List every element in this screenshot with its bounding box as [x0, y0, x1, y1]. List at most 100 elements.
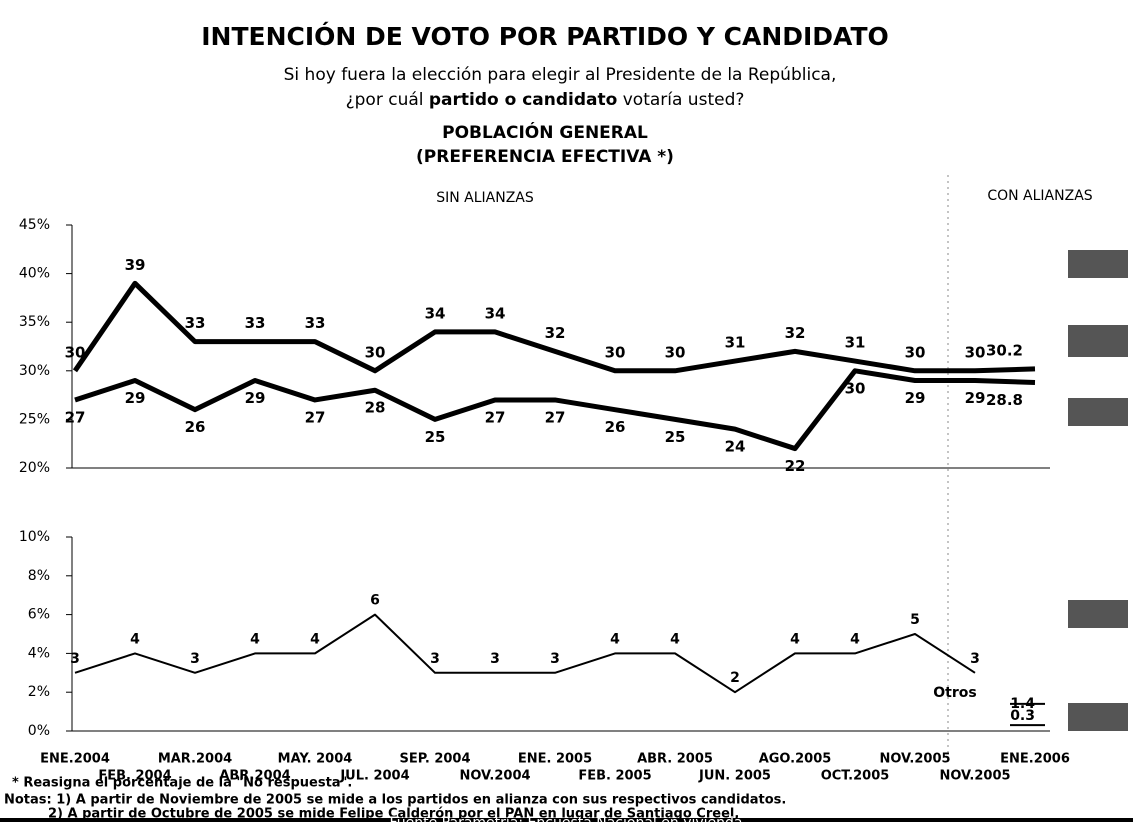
- question-part: partido o candidato: [429, 90, 617, 110]
- data-label: 25: [425, 428, 446, 446]
- x-tick-label: ENE.2004: [40, 752, 110, 767]
- data-label: 0.3: [1010, 708, 1035, 724]
- x-tick-label: NOV.2005: [879, 752, 950, 767]
- data-label: 5: [910, 612, 920, 628]
- x-tick-label: JUN. 2005: [698, 769, 771, 784]
- logo: [1068, 703, 1128, 731]
- data-label: 30: [365, 343, 386, 361]
- y-tick-label: 25%: [19, 411, 50, 427]
- logo: [1068, 250, 1128, 278]
- question-part: ¿por cuál: [346, 90, 429, 110]
- x-tick-label: MAR.2004: [158, 752, 232, 767]
- subtitle: (PREFERENCIA EFECTIVA *): [416, 147, 674, 167]
- chart-title: INTENCIÓN DE VOTO POR PARTIDO Y CANDIDAT…: [201, 21, 889, 51]
- y-tick-label: 0%: [28, 723, 50, 739]
- data-label: 26: [185, 418, 206, 436]
- x-tick-label: ABR.2004: [219, 769, 290, 784]
- data-label: 3: [190, 651, 200, 667]
- question: Si hoy fuera la elección para elegir al …: [284, 65, 837, 85]
- y-tick-label: 4%: [28, 645, 50, 661]
- logo: [1068, 325, 1128, 357]
- data-label: 22: [785, 457, 806, 475]
- data-label: 4: [850, 631, 860, 647]
- y-tick-label: 2%: [28, 684, 50, 700]
- data-label: 27: [485, 408, 506, 426]
- y-tick-label: 6%: [28, 607, 50, 623]
- source: Fuente Parametría: Encuesta Nacional en …: [389, 815, 742, 822]
- data-label: 26: [605, 418, 626, 436]
- data-label: 33: [185, 314, 206, 332]
- x-tick-label: FEB. 2005: [578, 769, 651, 784]
- data-label: 28: [365, 399, 386, 417]
- data-label: 30: [665, 343, 686, 361]
- y-tick-label: 30%: [19, 363, 50, 379]
- data-label: 27: [305, 408, 326, 426]
- question: ¿por cuál partido o candidato votaría us…: [346, 90, 745, 110]
- question-part: votaría usted?: [617, 90, 744, 110]
- data-label: 24: [725, 438, 746, 456]
- data-label: 32: [785, 324, 806, 342]
- data-label: 33: [305, 314, 326, 332]
- data-label: 31: [845, 334, 866, 352]
- note: * Reasigna el porcentaje de la "No respu…: [12, 776, 352, 791]
- data-label: 2: [730, 670, 740, 686]
- y-tick-label: 45%: [19, 217, 50, 233]
- data-label: 29: [965, 389, 986, 407]
- x-tick-label: MAY. 2004: [278, 752, 353, 767]
- data-label: 27: [545, 408, 566, 426]
- data-label: 4: [670, 631, 680, 647]
- data-label: 29: [245, 389, 266, 407]
- data-label: 3: [70, 651, 80, 667]
- note: Notas: 1) A partir de Noviembre de 2005 …: [4, 793, 786, 808]
- data-label: 31: [725, 334, 746, 352]
- data-label: 4: [250, 631, 260, 647]
- data-label: 30: [965, 343, 986, 361]
- x-tick-label: SEP. 2004: [399, 752, 470, 767]
- data-label: 4: [610, 631, 620, 647]
- section-label: SIN ALIANZAS: [436, 190, 534, 206]
- y-tick-label: 8%: [28, 568, 50, 584]
- data-label: 4: [790, 631, 800, 647]
- data-label: 25: [665, 428, 686, 446]
- data-label: 30: [65, 343, 86, 361]
- section-label: CON ALIANZAS: [987, 188, 1092, 204]
- x-tick-label: ABR. 2005: [637, 752, 713, 767]
- logo: [1068, 600, 1128, 628]
- data-label: 30: [905, 343, 926, 361]
- data-label: 33: [245, 314, 266, 332]
- x-tick-label: FEB. 2004: [98, 769, 171, 784]
- logo: [1068, 398, 1128, 426]
- data-label: 39: [125, 256, 146, 274]
- data-label: 3: [430, 651, 440, 667]
- subtitle: POBLACIÓN GENERAL: [442, 121, 648, 143]
- data-label: 27: [65, 408, 86, 426]
- y-tick-label: 40%: [19, 266, 50, 282]
- chart: INTENCIÓN DE VOTO POR PARTIDO Y CANDIDAT…: [0, 0, 1133, 822]
- data-label: 30: [605, 343, 626, 361]
- data-label: 34: [485, 304, 506, 322]
- y-tick-label: 10%: [19, 529, 50, 545]
- series-label: Otros: [933, 685, 976, 701]
- y-tick-label: 20%: [19, 460, 50, 476]
- data-label: 30.2: [986, 341, 1023, 359]
- x-tick-label: ENE. 2005: [518, 752, 592, 767]
- data-label: 3: [490, 651, 500, 667]
- data-label: 28.8: [986, 391, 1023, 409]
- data-label: 29: [125, 389, 146, 407]
- x-tick-label: JUL. 2004: [339, 769, 409, 784]
- data-label: 30: [845, 379, 866, 397]
- x-tick-label: NOV.2005: [939, 769, 1010, 784]
- data-label: 32: [545, 324, 566, 342]
- data-label: 4: [130, 631, 140, 647]
- x-tick-label: NOV.2004: [459, 769, 530, 784]
- data-label: 3: [970, 651, 980, 667]
- x-tick-label: OCT.2005: [821, 769, 890, 784]
- x-tick-label: ENE.2006: [1000, 752, 1070, 767]
- data-label: 34: [425, 304, 446, 322]
- data-label: 29: [905, 389, 926, 407]
- y-tick-label: 35%: [19, 314, 50, 330]
- data-label: 3: [550, 651, 560, 667]
- data-label: 6: [370, 593, 380, 609]
- x-tick-label: AGO.2005: [759, 752, 832, 767]
- data-label: 4: [310, 631, 320, 647]
